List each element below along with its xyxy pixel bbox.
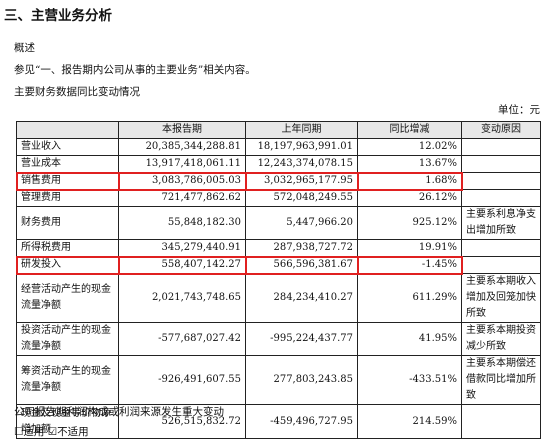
row-label: 销售费用 [15,171,120,191]
value-cell: 2,021,743,748.65 [118,273,246,323]
value-cell: -433.51% [357,355,462,405]
table-row: 销售费用 3,083,786,005.03 3,032,965,177.95 1.68… [15,171,541,191]
table-row: 投资活动产生的现金流量净额 -577,687,027.42 -995,224,437… [16,322,541,356]
empty-cell [461,189,541,207]
row-label: 现金及现金等价物净增加额 [16,404,119,439]
value-cell: 566,596,381.67 [244,255,359,275]
empty-cell [461,256,541,274]
header-cell [16,121,119,139]
value-cell: 13.67% [357,155,462,173]
table-row: 财务费用 55,848,182.30 5,447,966.20 925.12% 主要系利… [16,206,541,240]
table-row: 营业收入 20,385,344,288.81 18,197,963,991.01 12… [16,138,541,156]
empty-cell [461,138,541,156]
empty-cell [461,239,541,257]
row-label: 投资活动产生的现金流量净额 [16,322,119,356]
empty-cell [461,155,541,173]
header-cell: 本报告期 [118,121,246,139]
section-title: 三、主营业务分析 [4,8,112,24]
footer-options: ☐适用 ☑不适用 [14,426,89,438]
value-cell: 19.91% [357,239,462,257]
overview-text: 参见“一、报告期内公司从事的主要业务”相关内容。 [14,64,256,76]
footer-note: 公司报告期利润构成或利润来源发生重大变动 [14,406,224,418]
value-cell: 5,447,966.20 [245,206,358,240]
value-cell: 18,197,963,991.01 [245,138,358,156]
table-row: 所得税费用 345,279,440.91 287,938,727.72 19.91% [16,239,541,257]
table-row: 筹资活动产生的现金流量净额 -926,491,607.55 277,803,243.… [16,355,541,405]
value-cell: -459,496,727.95 [245,404,358,439]
value-cell: 12,243,374,078.15 [245,155,358,173]
reason-cell: 主要系利息净支出增加所致 [461,206,541,240]
value-cell: -1.45% [356,255,463,275]
value-cell: 572,048,249.55 [245,189,358,207]
value-cell: 925.12% [357,206,462,240]
header-cell: 同比增减 [357,121,462,139]
row-label: 营业成本 [16,155,119,173]
table-row: 经营活动产生的现金流量净额 2,021,743,748.65 284,234,410… [16,273,541,323]
value-cell: 3,083,786,005.03 [117,171,247,191]
row-label: 筹资活动产生的现金流量净额 [16,355,119,405]
value-cell: -995,224,437.77 [245,322,358,356]
value-cell: 26.12% [357,189,462,207]
table-row: 营业成本 13,917,418,061.11 12,243,374,078.15 13… [16,155,541,173]
value-cell: 287,938,727.72 [245,239,358,257]
table-row: 现金及现金等价物净增加额 526,515,832.72 -459,496,727.9… [16,404,541,439]
value-cell: 1.68% [356,171,463,191]
reason-cell: 主要系本期投资减少所致 [461,322,541,356]
header-row: 本报告期 上年同期 同比增减 变动原因 [16,121,541,139]
value-cell: 345,279,440.91 [118,239,246,257]
finance-table: 本报告期 上年同期 同比增减 变动原因 营业收入 20,385,344,288.81 18… [15,121,541,439]
reason-cell: 主要系本期收入增加及回笼加快所致 [461,273,541,323]
value-cell: 558,407,142.27 [117,255,247,275]
row-label: 管理费用 [16,189,119,207]
value-cell: 526,515,832.72 [118,404,246,439]
value-cell: 13,917,418,061.11 [118,155,246,173]
row-label: 研发投入 [15,255,120,275]
overview-label: 概述 [14,42,35,54]
table-row: 研发投入 558,407,142.27 566,596,381.67 -1.45% [15,255,541,275]
header-cell: 变动原因 [461,121,541,139]
row-label: 经营活动产生的现金流量净额 [16,273,119,323]
value-cell: -577,687,027.42 [118,322,246,356]
value-cell: 721,477,862.62 [118,189,246,207]
value-cell: 611.29% [357,273,462,323]
row-label: 财务费用 [16,206,119,240]
row-label: 所得税费用 [16,239,119,257]
reason-cell: 主要系本期偿还借款同比增加所致 [461,355,541,405]
value-cell: 3,032,965,177.95 [244,171,359,191]
table-caption: 主要财务数据同比变动情况 [14,86,140,98]
empty-cell [461,172,541,190]
empty-cell [461,404,541,439]
value-cell: 214.59% [357,404,462,439]
value-cell: -926,491,607.55 [118,355,246,405]
value-cell: 277,803,243.85 [245,355,358,405]
unit-label: 单位：元 [498,104,540,116]
value-cell: 55,848,182.30 [118,206,246,240]
header-cell: 上年同期 [245,121,358,139]
row-label: 营业收入 [16,138,119,156]
value-cell: 41.95% [357,322,462,356]
table-row: 管理费用 721,477,862.62 572,048,249.55 26.12% [16,189,541,207]
value-cell: 284,234,410.27 [245,273,358,323]
value-cell: 20,385,344,288.81 [118,138,246,156]
value-cell: 12.02% [357,138,462,156]
